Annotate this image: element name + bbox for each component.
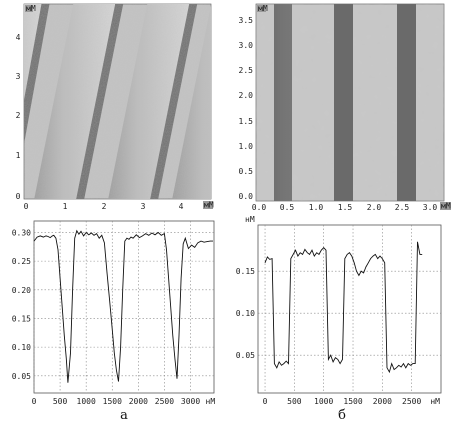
- afm-a-xtick: 2: [102, 202, 107, 211]
- x-tick-label: 1500: [343, 397, 362, 406]
- afm-b-ytick: 0.0: [239, 192, 254, 201]
- y-tick-label: 0.15: [12, 314, 31, 323]
- x-tick-label: 1000: [314, 397, 333, 406]
- afm-a-ytick: 4: [16, 33, 21, 42]
- profile-chart-b: 0.15 0.10 0.05 0 500 1000 1500 2000 2500 нМ нМ: [236, 215, 442, 406]
- afm-b-ytick: 2.0: [239, 91, 254, 100]
- chart-a-frame: [33, 220, 215, 394]
- afm-b-xtick: 3.0: [423, 203, 438, 212]
- y-tick-label: 0.25: [12, 257, 31, 266]
- chart-a-grid: [33, 221, 214, 393]
- y-tick-label: 0.20: [12, 286, 31, 295]
- afm-a-ytick: 3: [16, 72, 21, 81]
- x-tick-label: 2000: [373, 397, 392, 406]
- x-tick-label: нМ: [430, 397, 440, 406]
- chart-b-series-line: [264, 241, 423, 374]
- panel-a-caption: а: [120, 408, 128, 423]
- panel-b-caption: б: [338, 408, 346, 423]
- afm-a-x-ticks: 0 1 2 3 4: [24, 202, 184, 211]
- afm-b-unit-tag: мМ: [258, 4, 268, 13]
- y-tick-label: 0.30: [12, 228, 31, 237]
- x-tick-label: 0: [263, 397, 268, 406]
- chart-a-series-line: [33, 229, 213, 383]
- afm-b-ytick: 1.0: [239, 142, 254, 151]
- x-tick-label: 3000: [181, 397, 200, 406]
- x-tick-label: 2500: [155, 397, 174, 406]
- afm-a-xtick: 3: [141, 202, 146, 211]
- x-tick-label: 0: [32, 397, 37, 406]
- profile-chart-a: 0.30 0.25 0.20 0.15 0.10 0.05 0 500 1000 1500 200…: [12, 220, 216, 406]
- y-tick-label: 0.10: [12, 343, 31, 352]
- x-tick-label: 1500: [103, 397, 122, 406]
- y-tick-label: 0.05: [12, 372, 31, 381]
- afm-b-x-ticks: 0.0 0.5 1.0 1.5 2.0 2.5 3.0: [252, 203, 438, 212]
- afm-image-b: мМ 0.0 0.5 1.0 1.5 2.0 2.5 3.0 3.5 0.0 0…: [239, 3, 451, 212]
- afm-a-ytick: 0: [16, 192, 21, 201]
- x-tick-label: нМ: [206, 397, 216, 406]
- afm-a-xtick: 4: [179, 202, 184, 211]
- afm-a-y-ticks: 0 1 2 3 4: [16, 33, 21, 201]
- afm-b-xtick: 0.0: [252, 203, 267, 212]
- x-tick-label: 500: [53, 397, 68, 406]
- x-tick-label: 500: [287, 397, 302, 406]
- afm-a-ytick: 2: [16, 111, 21, 120]
- chart-b-y-ticks: 0.15 0.10 0.05: [236, 267, 255, 360]
- afm-a-ytick: 1: [16, 151, 21, 160]
- afm-b-xtick: 0.5: [280, 203, 295, 212]
- afm-a-xtick: 0: [24, 202, 29, 211]
- afm-image-a: мМ 0 1 2 3 4 0 1 2 3 4 мМ: [16, 3, 214, 211]
- afm-b-ytick: 3.5: [239, 16, 254, 25]
- chart-a-x-ticks: 0 500 1000 1500 2000 2500 3000 нМ: [32, 397, 216, 406]
- y-tick-label: 0.05: [236, 351, 255, 360]
- afm-b-y-ticks: 0.0 0.5 1.0 1.5 2.0 2.5 3.0 3.5: [239, 16, 254, 201]
- afm-b-ytick: 1.5: [239, 117, 254, 126]
- afm-a-unit-tag: мМ: [26, 4, 36, 13]
- afm-a-xtick: 1: [63, 202, 68, 211]
- afm-a-x-unit-tag: мМ: [204, 201, 214, 210]
- chart-b-y-unit: нМ: [245, 215, 255, 224]
- y-tick-label: 0.10: [236, 309, 255, 318]
- afm-b-ytick: 2.5: [239, 66, 254, 75]
- y-tick-label: 0.15: [236, 267, 255, 276]
- x-tick-label: 1000: [77, 397, 96, 406]
- afm-b-ytick: 0.5: [239, 167, 254, 176]
- chart-b-x-ticks: 0 500 1000 1500 2000 2500 нМ: [263, 397, 441, 406]
- afm-b-xtick: 1.5: [338, 203, 353, 212]
- chart-b-grid: [258, 225, 441, 393]
- chart-b-frame: [257, 224, 442, 394]
- afm-b-ytick: 3.0: [239, 41, 254, 50]
- afm-b-x-unit-tag: мМ: [441, 202, 451, 211]
- afm-b-xtick: 1.0: [309, 203, 324, 212]
- chart-a-y-ticks: 0.30 0.25 0.20 0.15 0.10 0.05: [12, 228, 31, 380]
- afm-b-xtick: 2.0: [367, 203, 382, 212]
- x-tick-label: 2500: [402, 397, 421, 406]
- afm-b-xtick: 2.5: [395, 203, 410, 212]
- x-tick-label: 2000: [129, 397, 148, 406]
